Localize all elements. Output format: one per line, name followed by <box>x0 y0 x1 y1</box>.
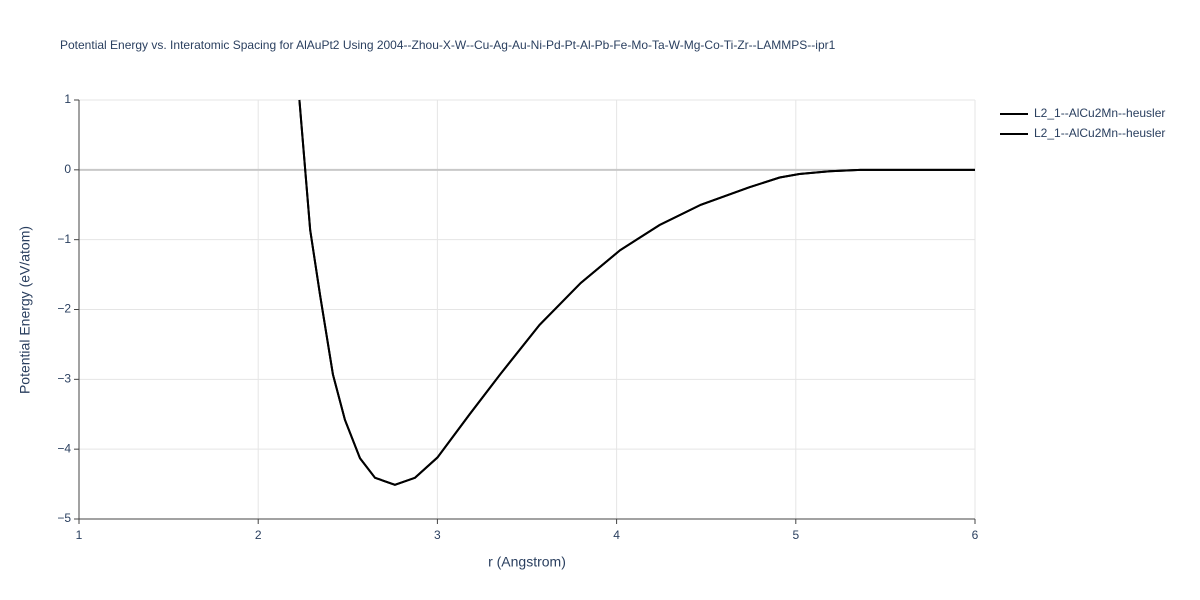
x-tick-label: 6 <box>972 528 979 542</box>
chart-title: Potential Energy vs. Interatomic Spacing… <box>60 38 836 52</box>
y-tick-label: −2 <box>57 302 71 316</box>
x-axis-label: r (Angstrom) <box>488 554 566 570</box>
x-tick-label: 4 <box>613 528 620 542</box>
x-tick-label: 5 <box>792 528 799 542</box>
y-tick-label: −1 <box>57 232 71 246</box>
y-tick-label: 1 <box>64 92 71 106</box>
y-tick-label: −5 <box>57 511 71 525</box>
y-tick-label: −3 <box>57 372 71 386</box>
y-axis-label: Potential Energy (eV/atom) <box>17 226 33 394</box>
x-tick-label: 3 <box>434 528 441 542</box>
line-series <box>298 99 975 486</box>
x-tick-label: 2 <box>255 528 262 542</box>
y-tick-label: 0 <box>64 162 71 176</box>
legend-label: L2_1--AlCu2Mn--heusler <box>1034 126 1165 140</box>
line-series <box>298 99 975 486</box>
y-tick-label: −4 <box>57 441 71 455</box>
legend-label: L2_1--AlCu2Mn--heusler <box>1034 106 1165 120</box>
x-tick-label: 1 <box>76 528 83 542</box>
